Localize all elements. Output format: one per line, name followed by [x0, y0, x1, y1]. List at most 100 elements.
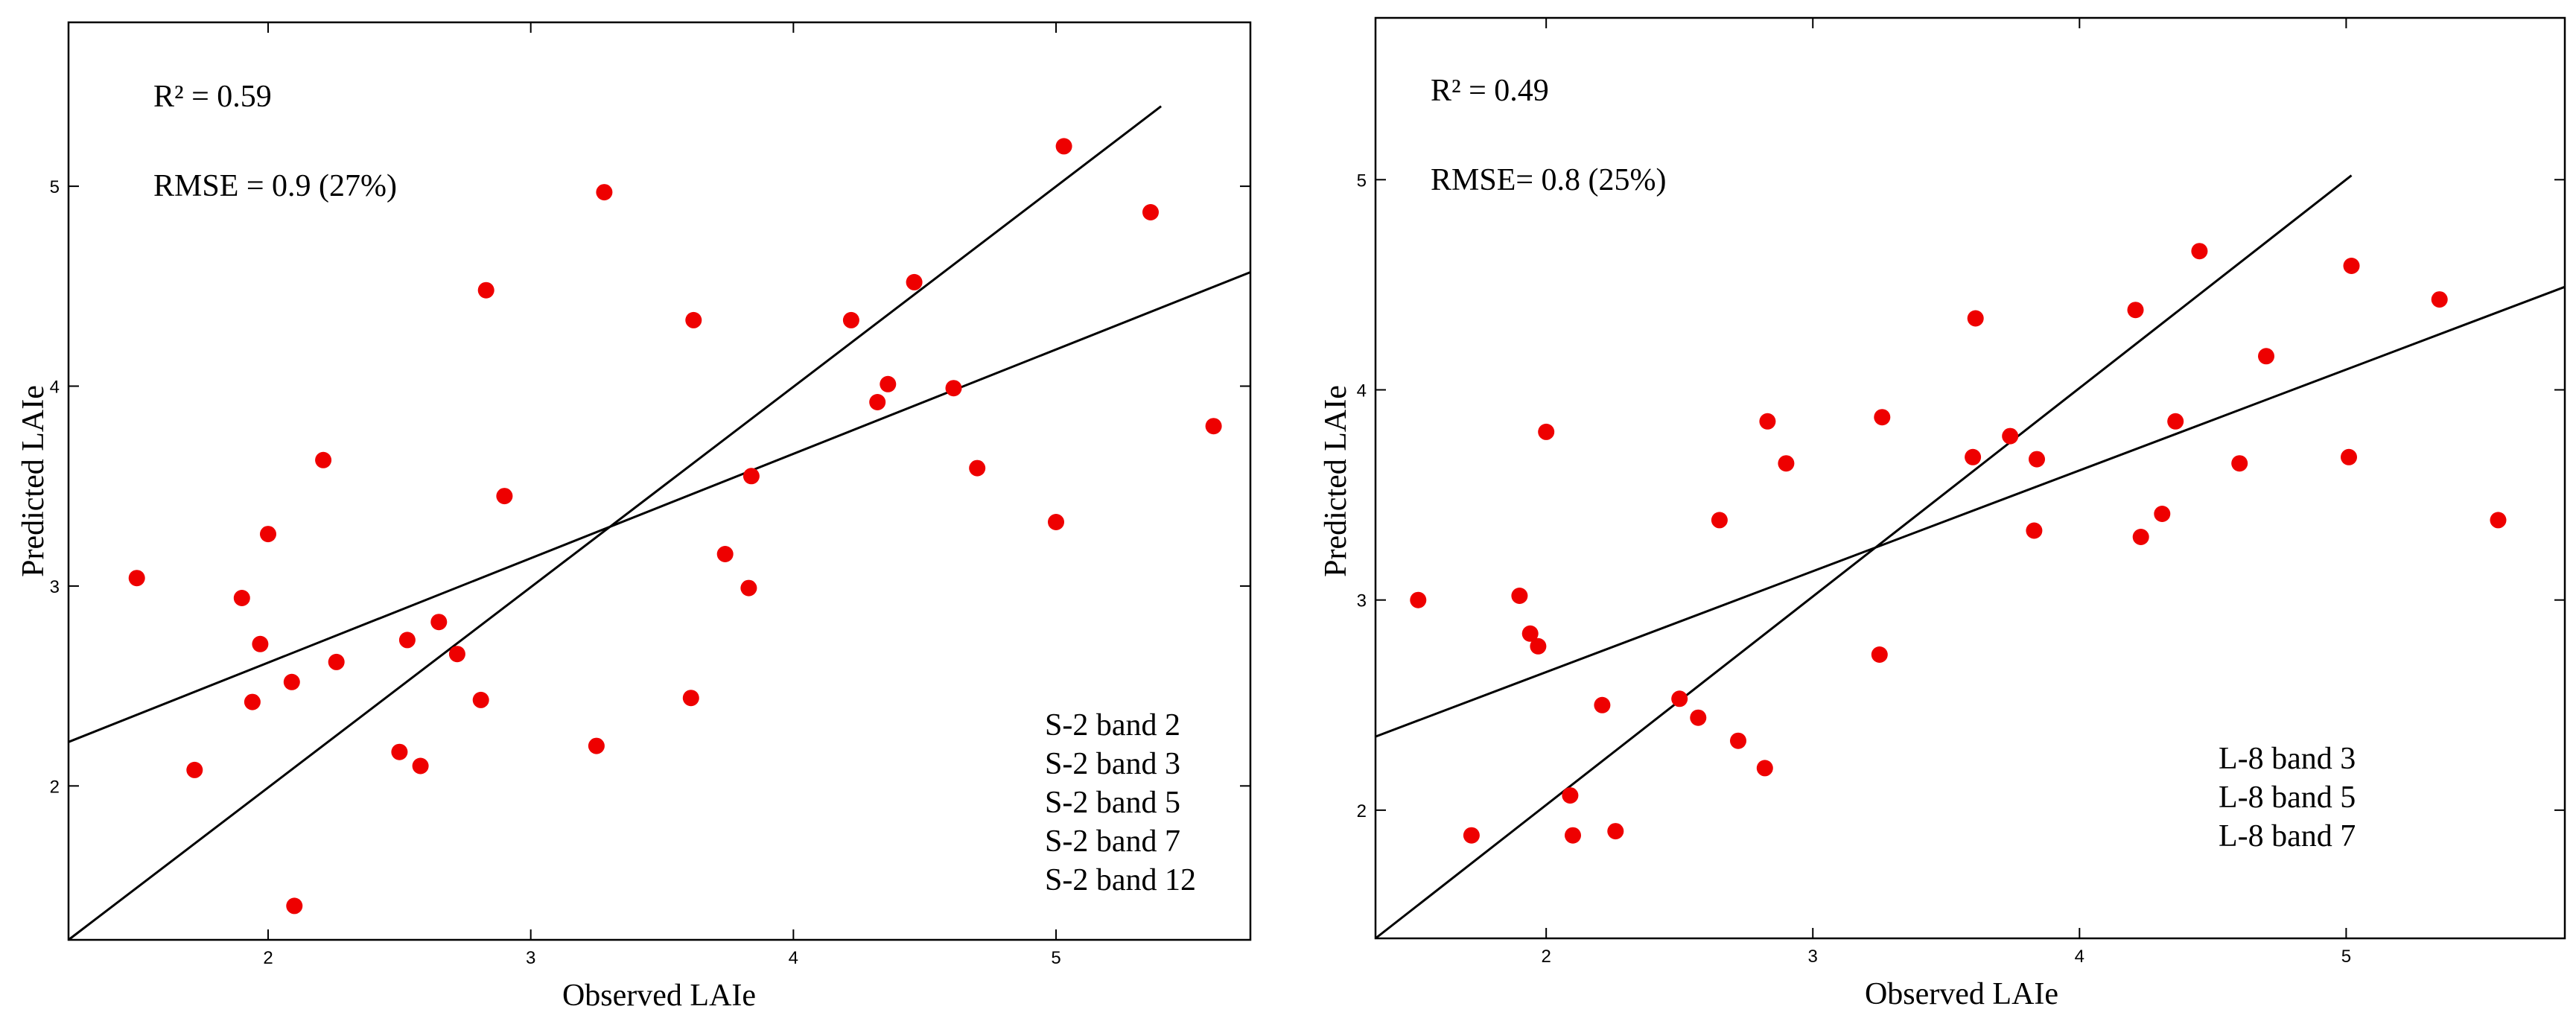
- data-point: [1410, 591, 1427, 608]
- data-point: [2167, 413, 2184, 430]
- fit-lines: [68, 105, 1251, 941]
- y-tick-label: 3: [50, 577, 60, 597]
- data-point: [260, 526, 276, 543]
- x-tick-label: 2: [1541, 947, 1551, 967]
- x-tick-label: 5: [2341, 947, 2351, 967]
- data-point: [2490, 512, 2507, 529]
- legend-entry: S-2 band 7: [1045, 824, 1180, 859]
- x-axis-label: Observed LAIe: [1865, 977, 2058, 1011]
- y-tick-label: 4: [1357, 381, 1367, 401]
- data-point: [2154, 506, 2171, 522]
- data-point: [588, 737, 605, 754]
- y-axis-label: Predicted LAIe: [16, 385, 51, 577]
- x-tick-label: 3: [526, 948, 535, 968]
- data-point: [945, 380, 962, 397]
- y-tick-label: 2: [50, 777, 60, 797]
- data-point: [740, 579, 757, 597]
- data-point: [1055, 138, 1072, 155]
- data-point: [1463, 827, 1480, 844]
- data-point: [2343, 258, 2360, 274]
- data-point: [1607, 823, 1624, 840]
- legend-entry: S-2 band 12: [1045, 863, 1196, 897]
- data-point: [391, 743, 408, 760]
- data-point: [596, 184, 613, 201]
- axis-ticks: 2 3 4 5 2 3 4 5: [50, 22, 1250, 968]
- data-point: [1778, 455, 1795, 472]
- data-point: [742, 468, 760, 485]
- legend-entry: S-2 band 3: [1045, 747, 1180, 781]
- regression-line: [1375, 285, 2566, 738]
- y-tick-label: 2: [1357, 801, 1367, 821]
- data-point: [969, 459, 986, 477]
- data-point: [1730, 732, 1746, 749]
- data-point: [448, 646, 465, 663]
- data-point: [685, 311, 702, 328]
- data-point: [869, 394, 886, 410]
- legend-entry: S-2 band 5: [1045, 786, 1180, 820]
- data-point: [430, 614, 448, 631]
- data-point: [472, 691, 489, 708]
- data-point: [1562, 787, 1579, 804]
- data-point: [906, 273, 923, 290]
- x-tick-label: 2: [263, 948, 273, 968]
- x-axis-label: Observed LAIe: [562, 979, 756, 1013]
- y-tick-label: 5: [50, 177, 60, 197]
- y-tick-label: 3: [1357, 591, 1367, 611]
- y-tick-label: 4: [50, 378, 60, 398]
- r2-annotation: R² = 0.49: [1431, 74, 1549, 108]
- data-point: [1048, 514, 1064, 530]
- rmse-annotation: RMSE = 0.9 (27%): [153, 169, 397, 203]
- data-point: [682, 690, 699, 707]
- legend: L-8 band 3 L-8 band 5 L-8 band 7: [2219, 742, 2356, 853]
- data-point: [1965, 448, 1982, 465]
- legend: S-2 band 2 S-2 band 3 S-2 band 5 S-2 band 7…: [1045, 708, 1196, 897]
- data-point: [1759, 413, 1776, 430]
- data-point: [716, 546, 734, 562]
- r2-annotation: R² = 0.59: [153, 80, 272, 114]
- x-tick-label: 4: [789, 948, 798, 968]
- data-point: [328, 653, 345, 670]
- data-point: [2127, 302, 2144, 319]
- data-point: [244, 693, 261, 710]
- data-point: [1565, 827, 1581, 844]
- data-point: [1538, 423, 1555, 440]
- data-point: [842, 311, 859, 328]
- data-point: [1967, 310, 1984, 327]
- data-point: [1530, 637, 1547, 655]
- data-point: [398, 632, 416, 649]
- data-point: [1671, 690, 1688, 707]
- data-point: [1871, 646, 1888, 663]
- data-point: [1711, 512, 1728, 529]
- data-points: [128, 138, 1222, 915]
- data-points: [1410, 243, 2507, 844]
- data-point: [2132, 529, 2149, 545]
- plot-frame: [67, 21, 1252, 941]
- data-point: [496, 488, 513, 505]
- x-tick-label: 4: [2075, 947, 2084, 967]
- rmse-annotation: RMSE= 0.8 (25%): [1431, 163, 1667, 197]
- data-point: [2029, 451, 2045, 468]
- data-point: [2191, 243, 2208, 260]
- data-point: [252, 635, 269, 652]
- data-point: [2002, 427, 2019, 445]
- data-point: [1142, 204, 1159, 220]
- one-to-one-line: [68, 105, 1163, 941]
- data-point: [2431, 291, 2448, 308]
- fit-lines: [1375, 174, 2566, 940]
- data-point: [2026, 522, 2043, 539]
- regression-line: [68, 271, 1251, 743]
- chart-panel-l8: 2 3 4 5 2 3 4 5 R² = 0.49 RMSE= 0.8 (25%) L-8 b…: [1319, 16, 2566, 1011]
- data-point: [2258, 348, 2274, 365]
- y-axis-label: Predicted LAIe: [1319, 385, 1353, 577]
- legend-entry: L-8 band 3: [2219, 742, 2356, 776]
- y-tick-label: 5: [1357, 171, 1367, 191]
- data-point: [1521, 625, 1539, 642]
- data-point: [2231, 455, 2248, 472]
- data-point: [412, 757, 429, 775]
- data-point: [1756, 760, 1773, 777]
- data-point: [1690, 709, 1707, 726]
- data-point: [2341, 448, 2357, 465]
- plot-frame: [1374, 16, 2566, 940]
- data-point: [1511, 588, 1528, 604]
